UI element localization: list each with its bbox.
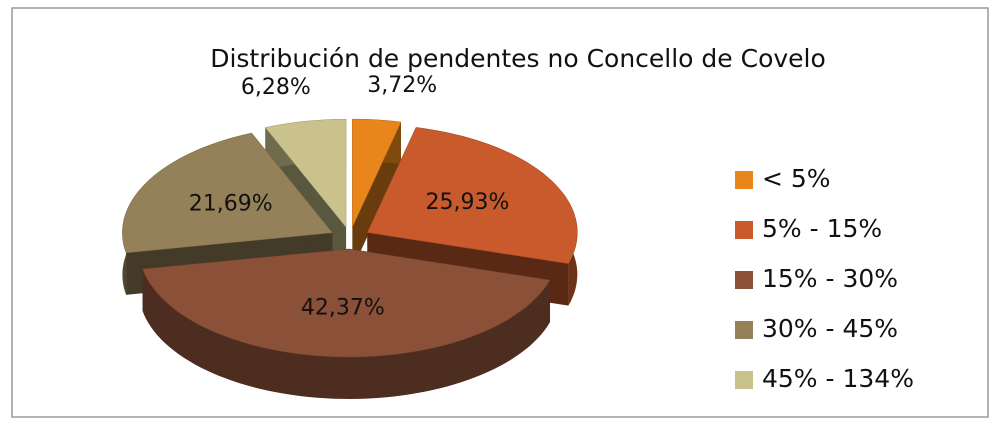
legend-swatch <box>735 321 753 339</box>
legend-swatch <box>735 221 753 239</box>
data-label: 3,72% <box>367 73 437 98</box>
slice <box>264 118 347 228</box>
legend-swatch <box>735 171 753 189</box>
slice-group <box>352 118 402 270</box>
legend-label: 30% - 45% <box>762 314 898 343</box>
data-label: 25,93% <box>425 190 509 215</box>
slice <box>122 132 333 254</box>
data-label: 6,28% <box>241 75 311 100</box>
data-label: 21,69% <box>189 192 273 217</box>
legend-swatch <box>735 371 753 389</box>
data-label: 42,37% <box>301 295 385 320</box>
legend-label: 5% - 15% <box>762 214 882 243</box>
chart-title: Distribución de pendentes no Concello de… <box>210 44 826 73</box>
legend-swatch <box>735 271 753 289</box>
legend-label: 15% - 30% <box>762 264 898 293</box>
legend-label: < 5% <box>762 164 831 193</box>
slice <box>352 118 402 228</box>
legend-label: 45% - 134% <box>762 364 914 393</box>
slice-wall <box>142 269 550 399</box>
slice <box>366 127 578 264</box>
slice-group <box>142 248 551 399</box>
slice <box>142 248 551 358</box>
